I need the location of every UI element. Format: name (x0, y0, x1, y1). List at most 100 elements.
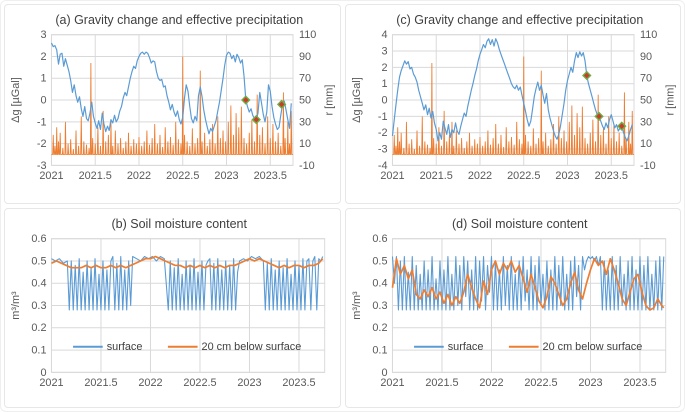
svg-text:50: 50 (639, 95, 651, 107)
svg-text:2023.5: 2023.5 (594, 170, 627, 182)
svg-text:10: 10 (299, 138, 311, 150)
series-gravity-change (391, 38, 633, 142)
diamond-marker-icon (593, 111, 604, 122)
svg-text:0.2: 0.2 (31, 322, 46, 334)
y-left-axis-title: m³/m³ (10, 291, 22, 320)
diamond-marker-icon (251, 114, 262, 125)
svg-text:90: 90 (639, 51, 651, 63)
panel-d: (d) Soil moisture content 0.6 0.5 0.4 0.3 0.… (344, 208, 681, 408)
svg-text:2023: 2023 (237, 377, 261, 389)
svg-text:0.3: 0.3 (372, 300, 387, 312)
svg-text:0.6: 0.6 (372, 233, 387, 245)
svg-text:2023.5: 2023.5 (282, 377, 315, 389)
svg-text:0: 0 (40, 95, 46, 107)
panel-a: (a) Gravity change and effective precipi… (4, 4, 341, 204)
series-effective-precipitation (391, 56, 634, 155)
legend: surface 20 cm below surface (413, 341, 642, 353)
panel-c: (c) Gravity change and effective precipi… (344, 4, 681, 204)
series-campaign-markers (581, 70, 627, 131)
diamond-marker-icon (581, 70, 592, 81)
y-right-axis-title: r [mm] (324, 85, 336, 116)
svg-text:-1: -1 (37, 116, 47, 128)
svg-text:-10: -10 (639, 160, 655, 172)
svg-text:2022: 2022 (138, 377, 162, 389)
svg-text:2023.5: 2023.5 (254, 170, 287, 182)
y-left-axis-title: Δg [µGal] (350, 77, 362, 123)
svg-text:2022.5: 2022.5 (166, 170, 199, 182)
series-below-surface-20cm (51, 255, 324, 269)
legend: surface 20 cm below surface (73, 341, 301, 353)
svg-text:10: 10 (639, 138, 651, 150)
series-surface (51, 255, 324, 311)
svg-text:2021.5: 2021.5 (79, 170, 112, 182)
svg-text:2023: 2023 (214, 170, 238, 182)
svg-text:0.1: 0.1 (31, 345, 46, 357)
svg-text:0.4: 0.4 (31, 278, 46, 290)
y-left-axis-title: Δg [µGal] (10, 77, 22, 123)
chart-a-title: (a) Gravity change and effective precipi… (55, 13, 304, 27)
svg-text:90: 90 (299, 51, 311, 63)
svg-text:50: 50 (299, 95, 311, 107)
svg-text:2022.5: 2022.5 (507, 170, 540, 182)
diamond-marker-icon (276, 99, 287, 110)
axis-titles: Δg [µGal] r [mm] (350, 77, 676, 123)
diamond-marker-icon (616, 121, 627, 131)
svg-text:-2: -2 (37, 138, 47, 150)
axis-titles: Δg [µGal] r [mm] (10, 77, 336, 123)
plot-border (50, 34, 294, 166)
svg-text:0.2: 0.2 (372, 322, 387, 334)
svg-text:2022: 2022 (467, 170, 491, 182)
svg-text:2021.5: 2021.5 (419, 170, 452, 182)
svg-text:0: 0 (381, 95, 387, 107)
chart-c-title: (c) Gravity change and effective precipi… (396, 13, 644, 27)
y-left-axis-title: m³/m³ (350, 291, 362, 320)
svg-text:2: 2 (381, 62, 387, 74)
svg-text:0.6: 0.6 (31, 233, 46, 245)
svg-text:2023.5: 2023.5 (623, 377, 656, 389)
diamond-marker-icon (241, 95, 251, 105)
svg-text:70: 70 (639, 73, 651, 85)
plot-border (391, 238, 666, 373)
svg-text:3: 3 (40, 29, 46, 41)
y-right-axis-title: r [mm] (664, 85, 676, 116)
svg-text:0.4: 0.4 (372, 278, 387, 290)
legend-label: 20 cm below surface (542, 341, 642, 353)
axis-titles: m³/m³ (350, 291, 362, 320)
svg-text:2021.5: 2021.5 (84, 377, 117, 389)
svg-text:3: 3 (381, 45, 387, 57)
svg-text:0: 0 (40, 367, 46, 379)
legend-label: surface (447, 341, 483, 353)
svg-text:0.3: 0.3 (31, 300, 46, 312)
svg-text:2021: 2021 (380, 377, 404, 389)
svg-text:1: 1 (381, 78, 387, 90)
legend-label: surface (107, 341, 143, 353)
svg-text:-1: -1 (377, 111, 387, 123)
chart-d-title: (d) Soil moisture content (452, 217, 588, 231)
svg-text:-4: -4 (377, 160, 387, 172)
series-campaign-markers (241, 95, 287, 125)
svg-text:2022.5: 2022.5 (183, 377, 216, 389)
svg-text:70: 70 (299, 73, 311, 85)
svg-text:-3: -3 (377, 144, 387, 156)
svg-text:0.5: 0.5 (31, 255, 46, 267)
svg-text:-10: -10 (299, 160, 315, 172)
svg-text:2023: 2023 (555, 170, 579, 182)
chart-b-title: (b) Soil moisture content (111, 217, 247, 231)
svg-text:2023: 2023 (578, 377, 602, 389)
axis-titles: m³/m³ (10, 291, 22, 320)
svg-text:30: 30 (639, 116, 651, 128)
svg-text:0: 0 (381, 367, 387, 379)
plot-border (391, 34, 635, 166)
svg-text:2: 2 (40, 51, 46, 63)
svg-text:2021: 2021 (39, 170, 63, 182)
svg-text:0.5: 0.5 (372, 255, 387, 267)
